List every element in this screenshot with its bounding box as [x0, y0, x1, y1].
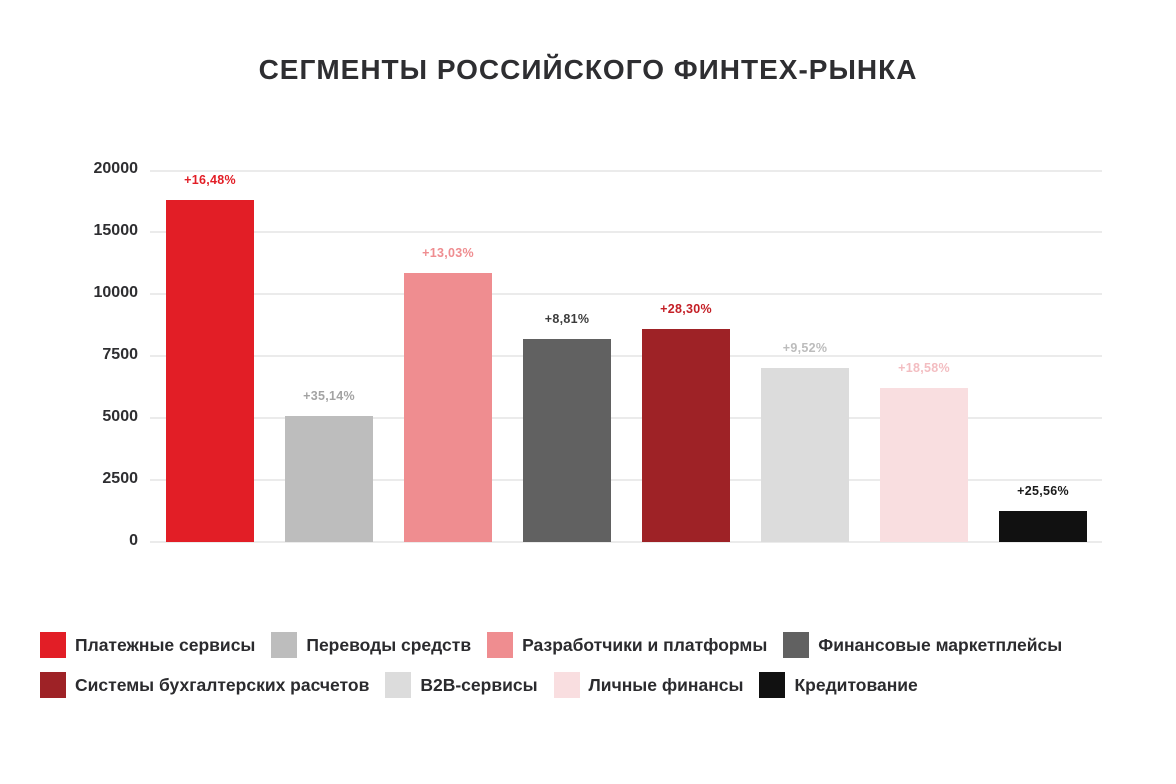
y-tick-label: 2500 [102, 470, 138, 487]
legend-swatch [271, 632, 298, 658]
gridline [150, 170, 1102, 172]
legend-label: Разработчики и платформы [522, 634, 768, 655]
legend-swatch [783, 632, 810, 658]
bar-value-label: +8,81% [544, 312, 590, 326]
y-tick-label: 7500 [102, 346, 138, 363]
legend-swatch [385, 672, 412, 698]
bar-2 [285, 416, 373, 542]
y-tick-label: 20000 [93, 160, 139, 177]
legend-row: Системы бухгалтерских расчетов B2B-сервис… [40, 672, 1150, 698]
bar-3 [404, 273, 492, 542]
gridline [150, 355, 1102, 357]
bar-value-label: +13,03% [422, 246, 474, 260]
gridline [150, 417, 1102, 419]
legend-swatch [487, 632, 514, 658]
bar-value-label: +35,14% [303, 389, 355, 403]
y-tick-label: 15000 [93, 222, 139, 239]
legend-swatch [40, 672, 66, 698]
legend-swatch [553, 672, 580, 698]
legend-label: Личные финансы [588, 674, 744, 695]
legend-item: Финансовые маркетплейсы [783, 632, 1062, 658]
gridline [150, 293, 1102, 295]
plot-area: 0 2500 5000 7500 10000 15000 20000 +16,48% +35,1… [94, 160, 1102, 549]
gridline [150, 479, 1102, 481]
bar-value-label: +18,58% [898, 361, 950, 375]
bar-value-label: +9,52% [782, 341, 828, 355]
legend-item: Кредитование [759, 672, 918, 698]
bar-7 [880, 388, 968, 542]
y-tick-label: 5000 [102, 408, 138, 425]
legend-row: Платежные сервисы Переводы средств Разрабо… [40, 632, 1150, 658]
bar-8 [999, 511, 1087, 542]
legend-label: B2B-сервисы [420, 674, 538, 695]
legend-item: Системы бухгалтерских расчетов [40, 672, 369, 698]
legend-label: Финансовые маркетплейсы [818, 634, 1063, 655]
bar-value-label: +16,48% [184, 173, 236, 187]
legend-item: Платежные сервисы [40, 632, 255, 658]
legend-swatch [759, 672, 786, 698]
bar-1 [166, 200, 254, 542]
gridline [150, 541, 1102, 543]
legend-label: Переводы средств [306, 634, 472, 655]
bar-value-label: +28,30% [660, 302, 712, 316]
bar-6 [761, 368, 849, 542]
legend: Платежные сервисы Переводы средств Разрабо… [40, 632, 1150, 712]
legend-item: Личные финансы [553, 672, 744, 698]
bar-value-label: +25,56% [1017, 484, 1069, 498]
y-tick-label: 0 [129, 532, 138, 549]
bar-5 [642, 329, 730, 542]
bar-4 [523, 339, 611, 542]
legend-swatch [40, 632, 66, 658]
legend-label: Кредитование [794, 674, 918, 695]
legend-item: B2B-сервисы [385, 672, 538, 698]
legend-label: Платежные сервисы [75, 634, 256, 655]
y-tick-label: 10000 [93, 284, 139, 301]
legend-item: Переводы средств [271, 632, 471, 658]
legend-label: Системы бухгалтерских расчетов [75, 674, 370, 695]
chart-title: СЕГМЕНТЫ РОССИЙСКОГО ФИНТЕХ-РЫНКА [258, 54, 918, 85]
gridline [150, 231, 1102, 233]
legend-item: Разработчики и платформы [487, 632, 767, 658]
